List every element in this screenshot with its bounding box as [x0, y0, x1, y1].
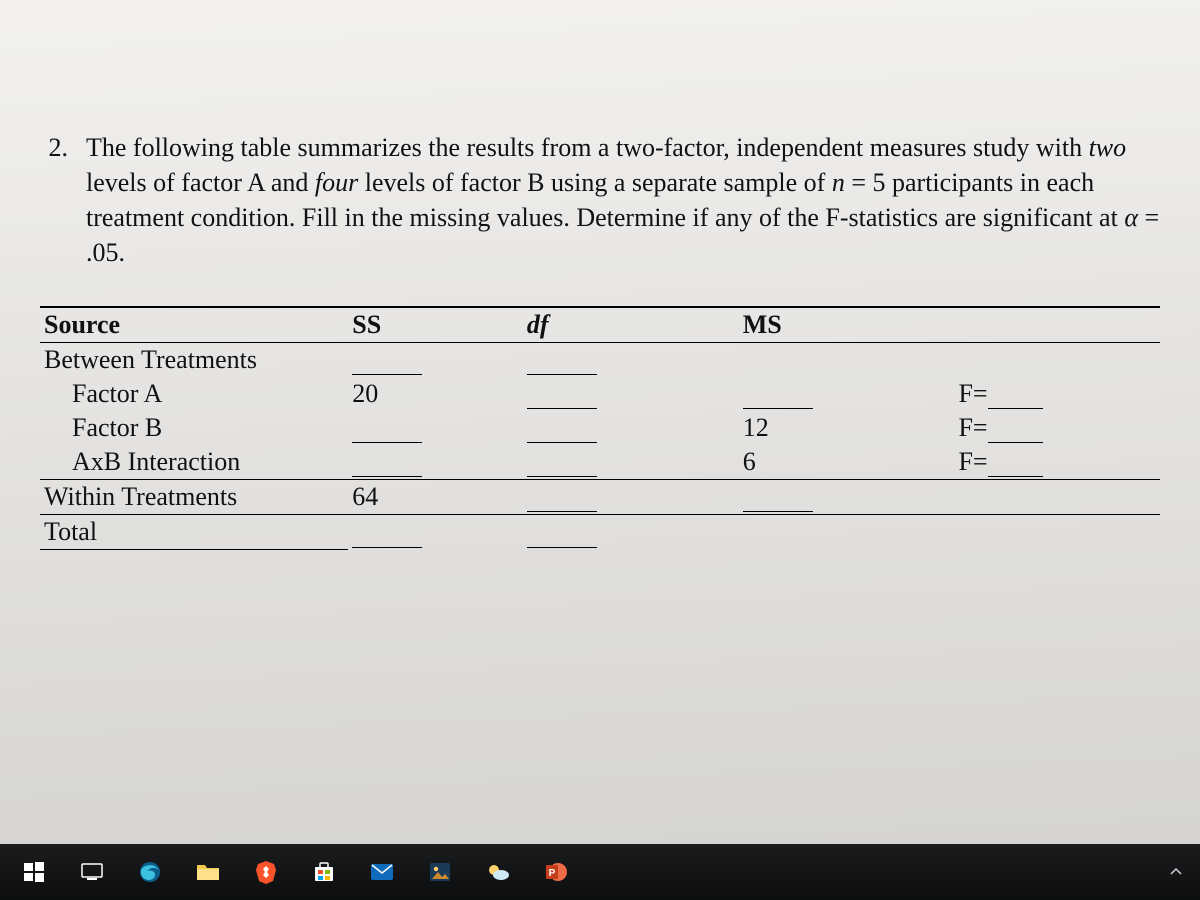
blank-factor-a-ms [743, 379, 813, 409]
photos-icon [429, 862, 451, 882]
powerpoint-icon: P [545, 861, 567, 883]
system-tray[interactable] [1170, 866, 1190, 878]
val-axb-ms: 6 [743, 447, 798, 477]
windows-icon [24, 862, 44, 882]
blank-factor-a-df [527, 379, 597, 409]
task-view-icon [81, 863, 103, 881]
store-button[interactable] [300, 850, 348, 894]
edge-icon [138, 860, 162, 884]
val-factor-a-ss: 20 [352, 379, 407, 409]
blank-between-ss [352, 345, 422, 375]
blank-factor-b-df [527, 413, 597, 443]
blank-within-df [527, 482, 597, 512]
mail-button[interactable] [358, 850, 406, 894]
row-total: Total [40, 515, 1160, 550]
hdr-ss: SS [348, 307, 523, 343]
qtext-four: four [315, 168, 358, 197]
blank-factor-b-ss [352, 413, 422, 443]
document-page: 2. The following table summarizes the re… [0, 0, 1200, 860]
question-text: The following table summarizes the resul… [86, 130, 1160, 270]
blank-total-df [527, 518, 597, 548]
taskbar: P [0, 844, 1200, 900]
lbl-factor-a: Factor A [40, 377, 348, 411]
hdr-ms: MS [739, 307, 955, 343]
weather-button[interactable] [474, 850, 522, 894]
table-header-row: Source SS df MS [40, 307, 1160, 343]
task-view-button[interactable] [68, 850, 116, 894]
blank-factor-b-f [988, 413, 1043, 443]
blank-between-df [527, 345, 597, 375]
row-between: Between Treatments [40, 343, 1160, 378]
lbl-factor-a-f: F= [958, 379, 987, 408]
powerpoint-button[interactable]: P [532, 850, 580, 894]
file-explorer-button[interactable] [184, 850, 232, 894]
question-block: 2. The following table summarizes the re… [40, 130, 1160, 270]
qtext-p2: levels of factor A and [86, 168, 315, 197]
lbl-axb-f: F= [958, 447, 987, 476]
brave-icon [255, 860, 277, 884]
folder-icon [196, 862, 220, 882]
mail-icon [370, 863, 394, 881]
row-factor-a: Factor A 20 F= [40, 377, 1160, 411]
store-icon [313, 861, 335, 883]
row-factor-b: Factor B 12 F= [40, 411, 1160, 445]
lbl-factor-b: Factor B [40, 411, 348, 445]
weather-icon [485, 862, 511, 882]
edge-button[interactable] [126, 850, 174, 894]
lbl-between: Between Treatments [40, 343, 348, 378]
qtext-two: two [1089, 133, 1127, 162]
blank-factor-a-f [988, 379, 1043, 409]
blank-axb-ss [352, 447, 422, 477]
svg-text:P: P [549, 868, 556, 879]
blank-within-ms [743, 482, 813, 512]
hdr-df: df [523, 307, 739, 343]
val-factor-b-ms: 12 [743, 413, 798, 443]
lbl-factor-b-f: F= [958, 413, 987, 442]
hdr-f [954, 307, 1160, 343]
blank-total-ss [352, 518, 422, 548]
hdr-source: Source [40, 307, 348, 343]
blank-axb-f [988, 447, 1043, 477]
qtext-p1: The following table summarizes the resul… [86, 133, 1089, 162]
val-within-ss: 64 [352, 482, 407, 512]
qtext-n: n [832, 168, 845, 197]
qtext-alpha: α [1124, 203, 1138, 232]
lbl-total: Total [40, 515, 348, 550]
brave-button[interactable] [242, 850, 290, 894]
blank-axb-df [527, 447, 597, 477]
photos-button[interactable] [416, 850, 464, 894]
row-within: Within Treatments 64 [40, 480, 1160, 515]
lbl-axb: AxB Interaction [40, 445, 348, 480]
question-number: 2. [40, 130, 68, 270]
row-axb: AxB Interaction 6 F= [40, 445, 1160, 480]
qtext-p3: levels of factor B using a separate samp… [358, 168, 832, 197]
chevron-up-icon [1170, 866, 1182, 878]
anova-table: Source SS df MS Between Treatments Facto… [40, 306, 1160, 550]
lbl-within: Within Treatments [40, 480, 348, 515]
start-button[interactable] [10, 850, 58, 894]
